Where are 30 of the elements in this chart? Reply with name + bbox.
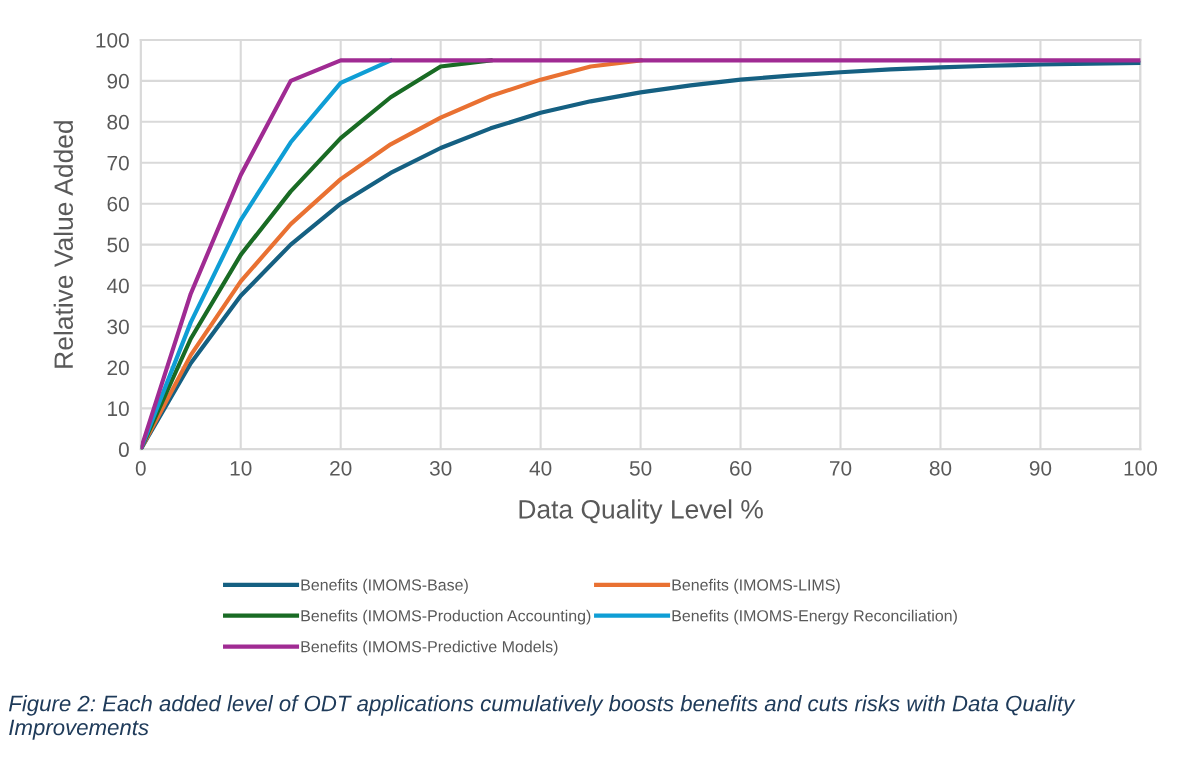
x-tick-label: 0 bbox=[135, 460, 146, 476]
legend-label: Benefits (IMOMS-Predictive Models) bbox=[301, 640, 558, 656]
y-tick-label: 100 bbox=[96, 32, 129, 48]
x-tick-label: 90 bbox=[1029, 460, 1052, 476]
x-tick-label: 10 bbox=[230, 460, 252, 476]
x-tick-label: 100 bbox=[1124, 460, 1157, 476]
y-axis-title: Relative Value Added bbox=[53, 121, 74, 368]
x-axis-title: Data Quality Level % bbox=[519, 499, 763, 524]
y-tick-label: 0 bbox=[118, 442, 129, 458]
y-tick-label: 50 bbox=[107, 237, 129, 253]
legend-label: Benefits (IMOMS-Production Accounting) bbox=[301, 609, 591, 625]
x-tick-label: 50 bbox=[629, 460, 652, 476]
x-tick-label: 80 bbox=[929, 460, 952, 476]
legend-label: Benefits (IMOMS-LIMS) bbox=[672, 578, 840, 594]
y-tick-label: 90 bbox=[107, 73, 129, 89]
y-tick-label: 30 bbox=[107, 319, 129, 335]
caption: Figure 2: Each added level of ODT applications cumulatively boosts benefits and cuts risks with Data Quality Improvements bbox=[8, 695, 1076, 740]
y-tick-label: 10 bbox=[108, 401, 129, 417]
x-tick-label: 30 bbox=[429, 460, 452, 476]
x-tick-label: 20 bbox=[330, 460, 352, 476]
legend-label: Benefits (IMOMS-Base) bbox=[301, 578, 468, 594]
legend-label: Benefits (IMOMS-Energy Reconciliation) bbox=[672, 609, 957, 625]
y-tick-label: 80 bbox=[107, 114, 129, 130]
y-tick-label: 70 bbox=[107, 155, 129, 171]
x-tick-label: 40 bbox=[529, 460, 552, 476]
y-tick-label: 20 bbox=[107, 360, 129, 376]
y-tick-label: 40 bbox=[106, 278, 129, 294]
y-tick-label: 60 bbox=[107, 196, 129, 212]
x-tick-label: 60 bbox=[730, 460, 752, 476]
x-tick-label: 70 bbox=[830, 460, 852, 476]
